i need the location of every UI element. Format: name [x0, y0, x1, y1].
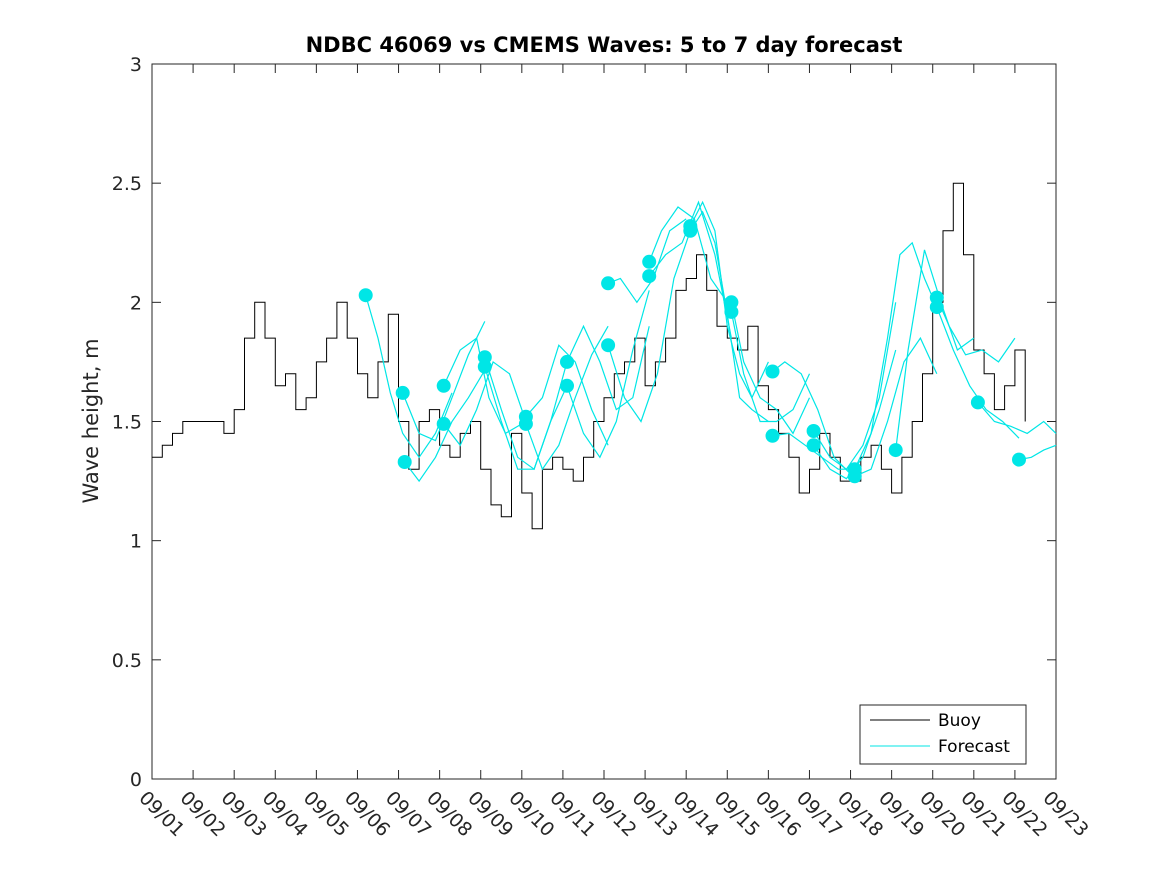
- y-axis-title: Wave height, m: [79, 338, 103, 503]
- forecast-marker: [724, 304, 739, 319]
- forecast-line: [813, 302, 897, 471]
- forecast-marker: [970, 395, 985, 410]
- legend-buoy-label: Buoy: [938, 711, 981, 731]
- forecast-marker: [601, 276, 616, 291]
- forecast-marker: [888, 443, 903, 458]
- forecast-marker: [560, 378, 574, 393]
- forecast-line: [977, 402, 1057, 435]
- forecast-marker: [929, 300, 944, 315]
- forecast-marker: [436, 416, 451, 431]
- forecast-marker: [397, 455, 412, 469]
- forecast-marker: [724, 295, 739, 310]
- forecast-line: [443, 360, 527, 447]
- forecast-line: [936, 297, 1016, 363]
- forecast-marker: [518, 416, 533, 431]
- forecast-line: [648, 206, 728, 303]
- forecast-marker: [765, 364, 780, 379]
- buoy-line: [152, 182, 1026, 530]
- y-tick-label: 2: [130, 292, 142, 314]
- legend: Buoy Forecast: [859, 704, 1027, 765]
- forecast-marker: [806, 438, 821, 453]
- forecast-marker: [642, 269, 657, 284]
- forecast-marker: [683, 223, 698, 238]
- y-axis: 0 0.5 1 1.5 2 2.5 3: [112, 54, 1056, 791]
- forecast-line: [730, 302, 811, 435]
- forecast-marker: [436, 378, 451, 393]
- forecast-line: [854, 241, 938, 470]
- forecast-line: [404, 366, 488, 483]
- forecast-marker: [642, 254, 657, 269]
- forecast-marker: [395, 385, 410, 400]
- forecast-line: [772, 361, 851, 475]
- forecast-marker: [601, 338, 616, 353]
- forecast-line: [566, 324, 650, 411]
- forecast-line: [730, 311, 811, 423]
- forecast-marker: [1012, 452, 1026, 467]
- y-tick-label: 3: [130, 54, 142, 76]
- forecast-line: [607, 218, 687, 304]
- forecast-line: [365, 295, 453, 459]
- y-tick-label: 0: [130, 769, 142, 791]
- forecast-marker: [806, 424, 821, 438]
- y-tick-label: 1: [130, 531, 142, 553]
- forecast-line: [607, 230, 691, 423]
- forecast-marker: [358, 288, 373, 303]
- forecast-series: [358, 200, 1057, 484]
- forecast-marker: [477, 359, 492, 374]
- y-tick-label: 2.5: [112, 173, 142, 195]
- forecast-line: [566, 290, 650, 459]
- chart-title: NDBC 46069 vs CMEMS Waves: 5 to 7 day fo…: [306, 33, 903, 57]
- forecast-line: [484, 366, 568, 470]
- legend-forecast-label: Forecast: [938, 737, 1010, 757]
- y-tick-label: 0.5: [112, 650, 142, 672]
- forecast-line: [484, 357, 568, 471]
- forecast-marker: [560, 354, 574, 369]
- forecast-line: [525, 344, 609, 446]
- forecast-marker: [847, 469, 862, 484]
- legend-box: [859, 704, 1027, 765]
- forecast-marker: [765, 428, 780, 443]
- forecast-line: [895, 249, 975, 451]
- y-tick-label: 1.5: [112, 412, 142, 434]
- forecast-line: [854, 336, 938, 477]
- buoy-series: [152, 182, 1026, 530]
